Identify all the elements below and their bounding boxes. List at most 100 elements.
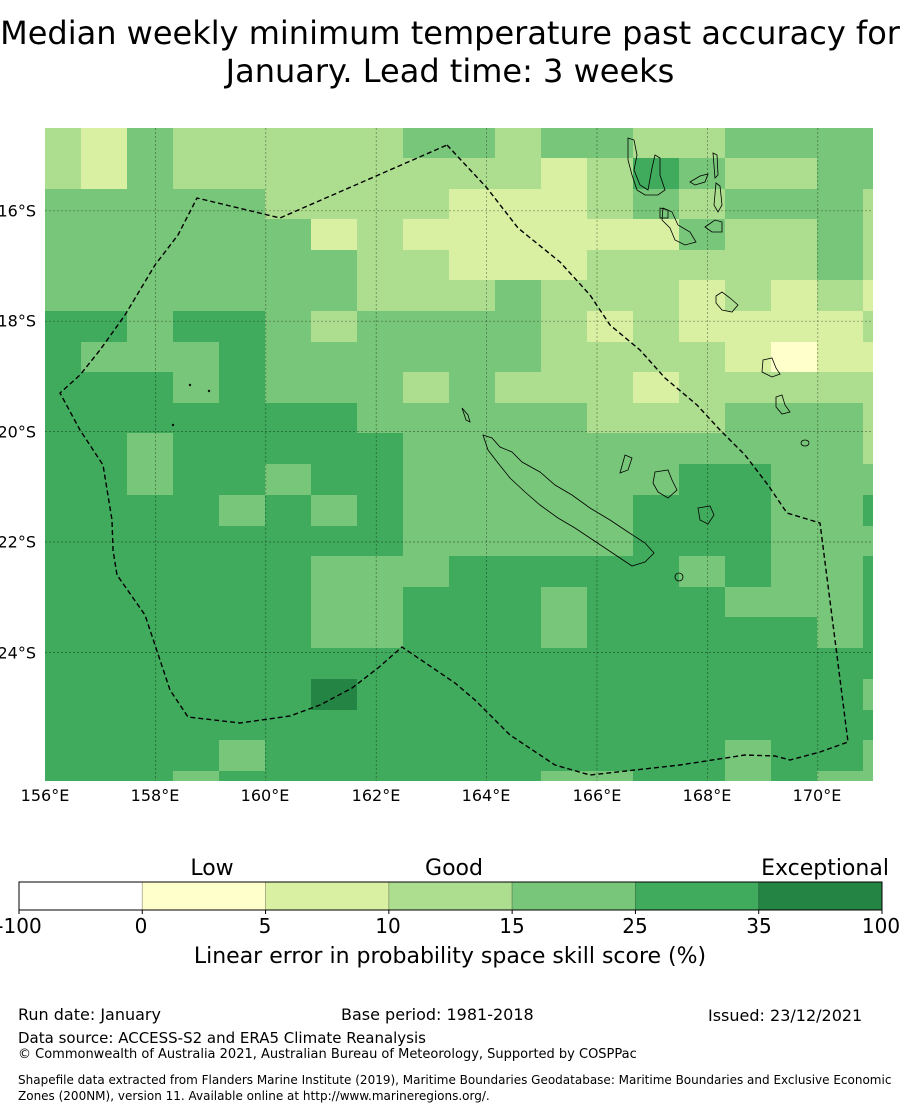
heatmap-cell (127, 679, 174, 711)
colorbar-swatch (265, 881, 390, 911)
heatmap-cell (357, 219, 404, 251)
heatmap-cell (771, 740, 818, 772)
heatmap-cell (771, 342, 818, 373)
heatmap-cell (771, 433, 818, 465)
heatmap-cell (541, 710, 588, 741)
heatmap-cell (495, 526, 542, 557)
heatmap-cell (587, 740, 634, 772)
heatmap-cell (127, 648, 174, 680)
heatmap-cell (127, 710, 174, 741)
heatmap-cell (127, 189, 174, 220)
heatmap-cell (219, 189, 266, 220)
heatmap-cell (219, 433, 266, 465)
heatmap-cell (173, 342, 220, 373)
heatmap-cell (173, 679, 220, 711)
heatmap-cell (219, 311, 266, 343)
heatmap-cell (771, 403, 818, 434)
heatmap-cell (45, 464, 82, 496)
heatmap-cell (587, 158, 634, 190)
colorbar-label: Linear error in probability space skill … (193, 944, 707, 969)
heatmap-cell (541, 587, 588, 618)
heatmap-cell (863, 617, 873, 649)
island-outline (461, 407, 471, 423)
heatmap-cell (633, 280, 680, 312)
heatmap-cell (679, 464, 726, 496)
heatmap-cell (449, 403, 496, 434)
new-caledonia-coast (482, 434, 655, 567)
heatmap-cell (679, 311, 726, 343)
issued-date: Issued: 23/12/2021 (708, 1006, 863, 1025)
copyright: © Commonwealth of Australia 2021, Austra… (18, 1047, 637, 1062)
island-outline (800, 439, 810, 447)
heatmap-cell (633, 250, 680, 281)
heatmap-cell (771, 526, 818, 557)
heatmap-cell (403, 372, 450, 404)
heatmap-cell (725, 189, 772, 220)
heatmap-cell (725, 710, 772, 741)
heatmap-cell (403, 495, 450, 527)
heatmap-cell (219, 128, 266, 159)
heatmap-cell (173, 189, 220, 220)
heatmap-cell (863, 158, 873, 190)
heatmap-cell (449, 526, 496, 557)
heatmap-cell (173, 771, 220, 781)
heatmap-cell (81, 648, 128, 680)
heatmap-cell (495, 556, 542, 588)
heatmap-cell (265, 433, 312, 465)
heatmap-cell (817, 219, 864, 251)
heatmap-cell (45, 679, 82, 711)
heatmap-cell (587, 587, 634, 618)
heatmap-cell (45, 433, 82, 465)
heatmap-cell (403, 771, 450, 781)
heatmap-cell (81, 433, 128, 465)
heatmap-cell (495, 710, 542, 741)
heatmap-cell (265, 403, 312, 434)
heatmap-cell (587, 219, 634, 251)
lat-tick-label: 24°S (0, 643, 36, 663)
heatmap-cell (81, 740, 128, 772)
heatmap-cell (357, 679, 404, 711)
heatmap-cells (45, 128, 873, 781)
espiritu-santo-coast (627, 137, 666, 196)
island-outline (207, 389, 211, 393)
heatmap-cell (173, 740, 220, 772)
heatmap-cell (311, 250, 358, 281)
heatmap-cell (127, 526, 174, 557)
heatmap-cell (403, 403, 450, 434)
heatmap-cell (449, 648, 496, 680)
heatmap-cell (679, 648, 726, 680)
heatmap-cell (45, 526, 82, 557)
heatmap-cell (679, 128, 726, 159)
heatmap-cell (771, 710, 818, 741)
heatmap-cell (357, 710, 404, 741)
heatmap-cell (45, 311, 82, 343)
erromango-coast (761, 357, 781, 378)
heatmap-cell (219, 740, 266, 772)
heatmap-cell (127, 311, 174, 343)
heatmap-cell (863, 433, 873, 465)
colorbar (18, 881, 883, 914)
heatmap-cell (541, 342, 588, 373)
heatmap-cell (679, 587, 726, 618)
heatmap-cell (495, 280, 542, 312)
heatmap-cell (403, 740, 450, 772)
heatmap-cell (679, 495, 726, 527)
heatmap-cell (633, 679, 680, 711)
heatmap-cell (587, 433, 634, 465)
heatmap-cell (725, 372, 772, 404)
island-outline (619, 454, 633, 474)
heatmap-cell (587, 556, 634, 588)
heatmap-cell (633, 128, 680, 159)
heatmap-cell (725, 342, 772, 373)
malekula-coast (661, 207, 697, 246)
heatmap-cell (449, 771, 496, 781)
heatmap-cell (127, 771, 174, 781)
heatmap-cell (265, 771, 312, 781)
heatmap-cell (403, 526, 450, 557)
heatmap-cell (587, 250, 634, 281)
island-outline (652, 469, 678, 499)
heatmap-cell (45, 771, 82, 781)
heatmap-cell (403, 710, 450, 741)
heatmap-cell (449, 464, 496, 496)
heatmap-cell (679, 740, 726, 772)
